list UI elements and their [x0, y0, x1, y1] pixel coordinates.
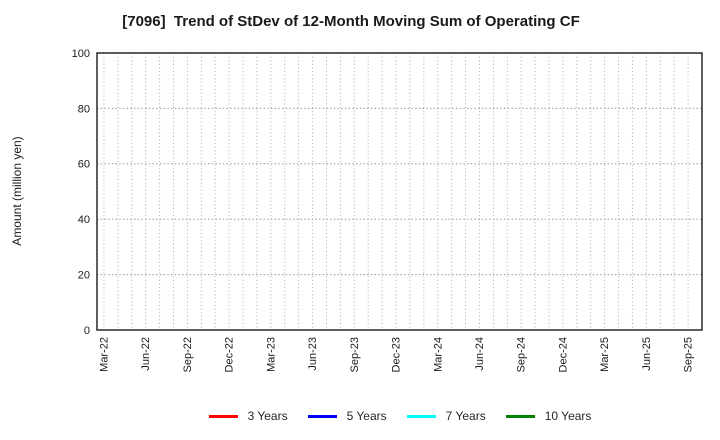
legend-line-sample — [307, 414, 337, 418]
x-tick-label: Jun-23 — [307, 337, 319, 371]
legend-line-sample — [505, 414, 535, 418]
y-tick-label: 60 — [78, 159, 90, 171]
x-tick-label: Mar-24 — [432, 337, 444, 372]
x-tick-label: Dec-22 — [224, 337, 236, 372]
x-tick-label: Dec-23 — [391, 337, 403, 372]
x-tick-label: Sep-22 — [182, 337, 194, 372]
legend: 3 Years 5 Years 7 Years 10 Years — [97, 405, 703, 427]
legend-item-10-years: 10 Years — [505, 409, 592, 423]
x-tick-label: Mar-22 — [98, 337, 110, 372]
x-tick-label: Sep-24 — [516, 337, 528, 372]
x-tick-label: Dec-24 — [557, 337, 569, 372]
legend-line-sample — [406, 414, 436, 418]
legend-line-sample — [208, 414, 238, 418]
chart-title: [7096] Trend of StDev of 12-Month Moving… — [122, 13, 580, 30]
legend-label: 7 Years — [445, 409, 486, 423]
x-tick-label: Mar-23 — [265, 337, 277, 372]
legend-item-5-years: 5 Years — [307, 409, 387, 423]
y-tick-label: 80 — [78, 103, 90, 115]
legend-label: 5 Years — [346, 409, 387, 423]
y-tick-label: 100 — [72, 48, 90, 60]
y-tick-label: 0 — [84, 325, 90, 337]
y-tick-label: 40 — [78, 214, 90, 226]
y-tick-label: 20 — [78, 269, 90, 281]
legend-item-3-years: 3 Years — [208, 409, 288, 423]
x-tick-label: Sep-23 — [349, 337, 361, 372]
x-tick-label: Sep-25 — [683, 337, 695, 372]
legend-label: 3 Years — [247, 409, 288, 423]
x-tick-label: Jun-24 — [474, 337, 486, 371]
legend-label: 10 Years — [544, 409, 592, 423]
x-tick-label: Mar-25 — [599, 337, 611, 372]
plot-border — [96, 52, 703, 331]
x-tick-label: Jun-25 — [641, 337, 653, 371]
x-tick-label: Jun-22 — [140, 337, 152, 371]
legend-item-7-years: 7 Years — [406, 409, 486, 423]
